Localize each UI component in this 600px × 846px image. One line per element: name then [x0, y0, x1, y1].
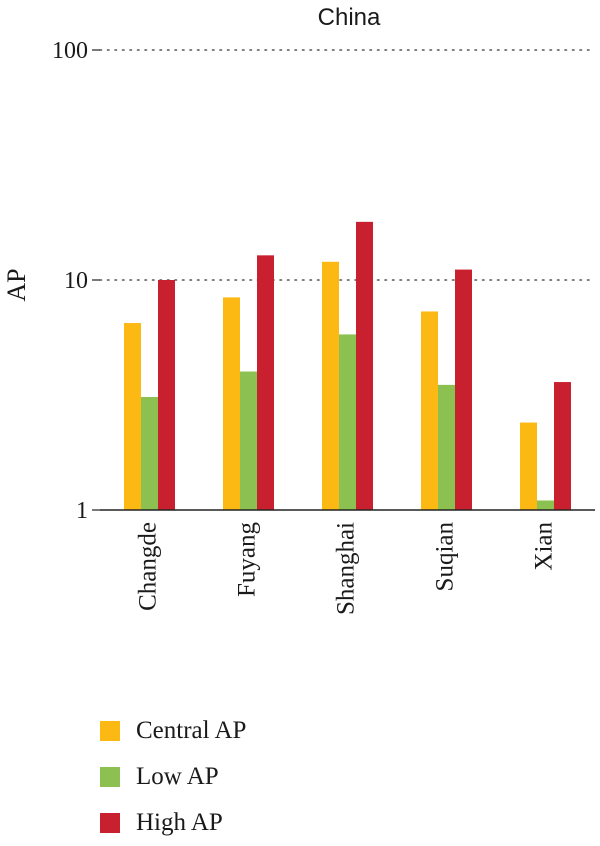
bar-high-ap-fuyang	[257, 255, 274, 510]
bar-low-ap-fuyang	[240, 371, 257, 510]
bar-low-ap-changde	[141, 396, 158, 510]
legend-item-central: Central AP	[100, 708, 246, 754]
y-tick-label: 1	[76, 498, 88, 524]
bar-central-ap-suqian	[421, 311, 438, 510]
legend-item-low: Low AP	[100, 754, 246, 800]
bar-high-ap-xian	[554, 382, 571, 510]
legend-label-high: High AP	[136, 809, 223, 836]
bar-central-ap-fuyang	[223, 297, 240, 510]
bar-low-ap-suqian	[438, 384, 455, 510]
tick-labels: 1 10 100 Changde Fuyang Shanghai Suqian Xian	[52, 38, 558, 615]
legend-item-high: High AP	[100, 800, 246, 846]
legend-swatch-central	[100, 721, 120, 741]
bar-low-ap-shanghai	[339, 334, 356, 510]
bar-high-ap-shanghai	[356, 221, 373, 510]
y-axis-label: AP	[2, 268, 31, 301]
bars	[124, 221, 571, 510]
bar-low-ap-xian	[537, 500, 554, 510]
y-tick-label: 100	[52, 38, 88, 64]
bar-central-ap-xian	[520, 422, 537, 510]
x-tick-label: Xian	[531, 522, 558, 571]
chart: China AP 1 10 100 Changde Fuyang Shanghai Suqi…	[2, 4, 596, 615]
bar-central-ap-changde	[124, 323, 141, 510]
chart-title: China	[318, 4, 381, 31]
bar-high-ap-changde	[158, 280, 175, 510]
legend-label-central: Central AP	[136, 717, 247, 744]
y-tick-label: 10	[64, 268, 88, 294]
legend-label-low: Low AP	[136, 763, 219, 790]
x-tick-label: Fuyang	[234, 522, 261, 598]
x-tick-label: Suqian	[432, 522, 459, 592]
bar-central-ap-shanghai	[322, 261, 339, 510]
grid-lines	[99, 49, 596, 281]
legend-swatch-high	[100, 813, 120, 833]
bar-high-ap-suqian	[455, 269, 472, 510]
axes	[92, 49, 595, 511]
legend-swatch-low	[100, 767, 120, 787]
x-tick-label: Changde	[135, 522, 162, 611]
legend: Central AP Low AP High AP	[100, 708, 246, 846]
x-tick-label: Shanghai	[333, 522, 360, 615]
